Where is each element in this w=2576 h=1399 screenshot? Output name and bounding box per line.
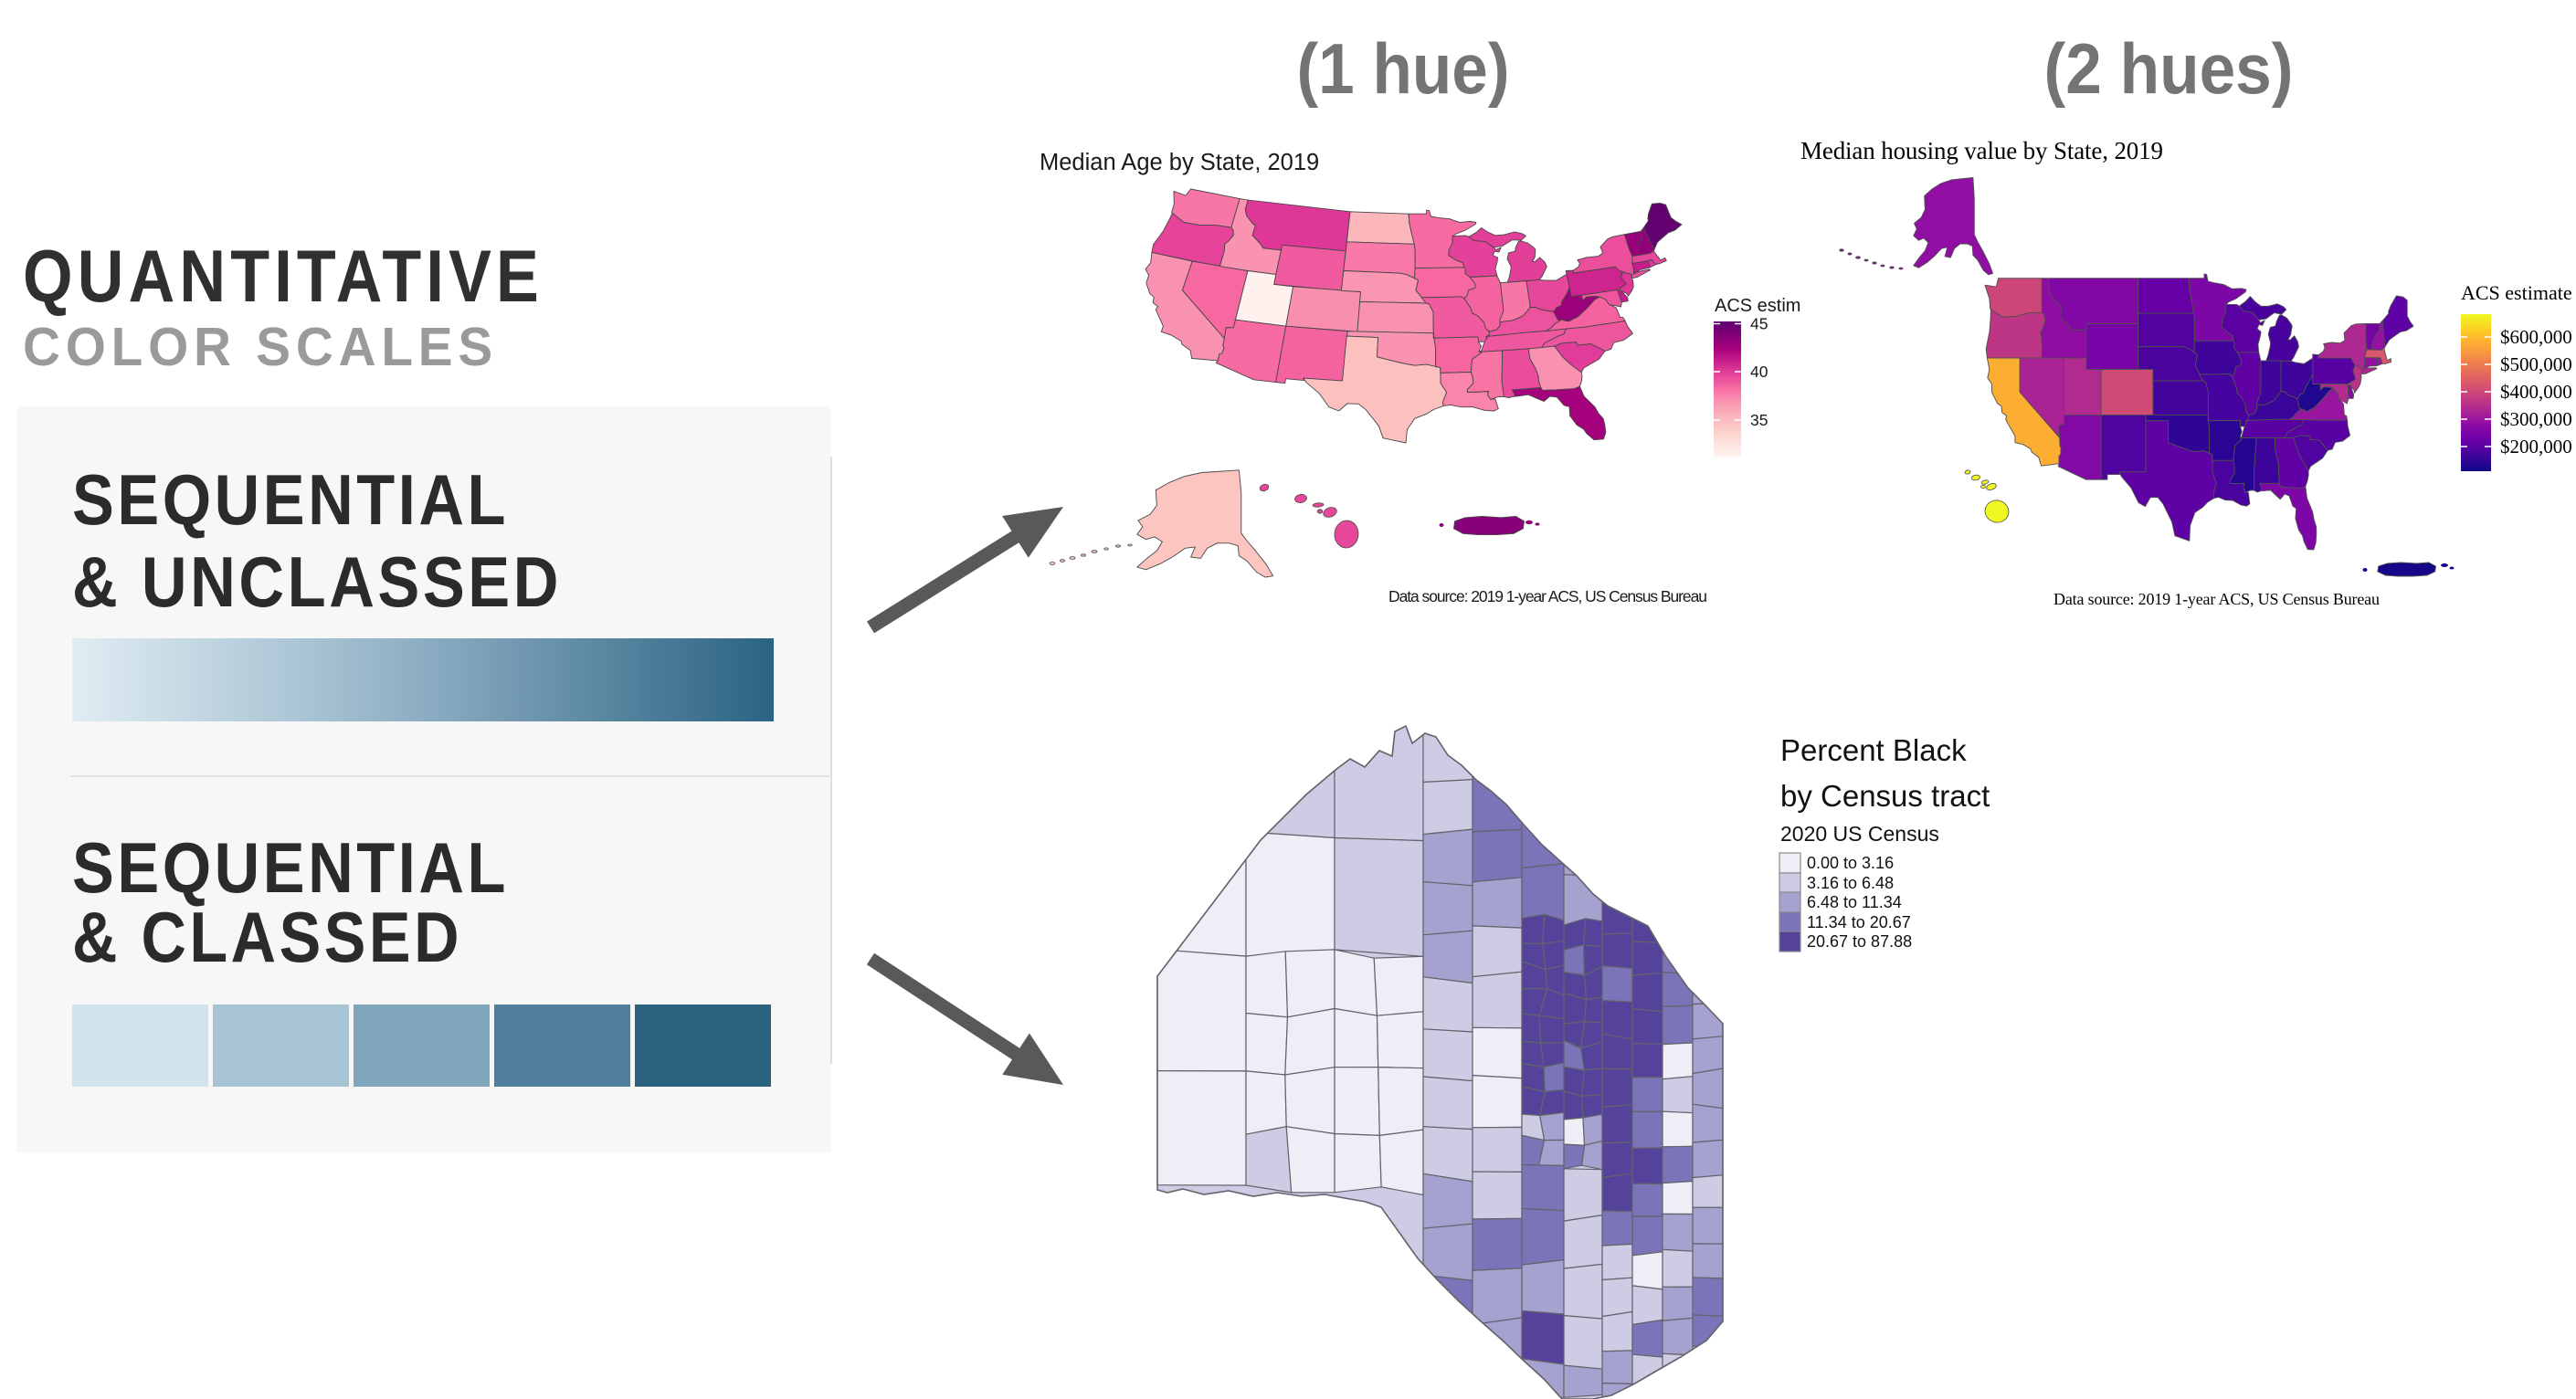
svg-text:by Census tract: by Census tract xyxy=(1780,779,1990,813)
svg-text:45: 45 xyxy=(1750,315,1768,333)
svg-text:$300,000: $300,000 xyxy=(2500,408,2572,430)
svg-text:0.00 to 3.16: 0.00 to 3.16 xyxy=(1807,854,1894,872)
svg-text:$400,000: $400,000 xyxy=(2500,381,2572,403)
svg-text:2020 US Census: 2020 US Census xyxy=(1780,822,1939,846)
svg-text:$200,000: $200,000 xyxy=(2500,436,2572,458)
svg-text:$600,000: $600,000 xyxy=(2500,326,2572,348)
svg-text:Data source: 2019 1-year ACS,: Data source: 2019 1-year ACS, US Census … xyxy=(1388,587,1707,605)
svg-text:3.16 to 6.48: 3.16 to 6.48 xyxy=(1807,874,1894,892)
svg-text:35: 35 xyxy=(1750,411,1768,429)
svg-text:SEQUENTIAL: SEQUENTIAL xyxy=(72,827,509,908)
svg-text:6.48 to 11.34: 6.48 to 11.34 xyxy=(1807,893,1902,911)
svg-text:11.34 to 20.67: 11.34 to 20.67 xyxy=(1807,913,1911,931)
svg-text:Percent Black: Percent Black xyxy=(1780,733,1967,767)
svg-text:(1 hue): (1 hue) xyxy=(1297,28,1510,109)
svg-text:Median housing value by State,: Median housing value by State, 2019 xyxy=(1800,137,2163,164)
svg-text:SEQUENTIAL: SEQUENTIAL xyxy=(72,459,509,540)
svg-text:Data source: 2019 1-year ACS,: Data source: 2019 1-year ACS, US Census … xyxy=(2053,590,2380,608)
svg-text:$500,000: $500,000 xyxy=(2500,353,2572,375)
svg-text:ACS estimate: ACS estimate xyxy=(2461,281,2572,304)
svg-text:COLOR SCALES: COLOR SCALES xyxy=(23,317,498,377)
svg-text:20.67 to 87.88: 20.67 to 87.88 xyxy=(1807,932,1912,951)
svg-text:QUANTITATIVE: QUANTITATIVE xyxy=(23,236,544,318)
svg-text:Median Age by State, 2019: Median Age by State, 2019 xyxy=(1040,150,1319,175)
svg-text:& UNCLASSED: & UNCLASSED xyxy=(72,542,562,622)
svg-text:ACS estimate: ACS estimate xyxy=(1715,296,1826,316)
svg-text:40: 40 xyxy=(1750,363,1768,381)
svg-text:(2 hues): (2 hues) xyxy=(2044,28,2294,109)
svg-text:& CLASSED: & CLASSED xyxy=(72,897,462,977)
